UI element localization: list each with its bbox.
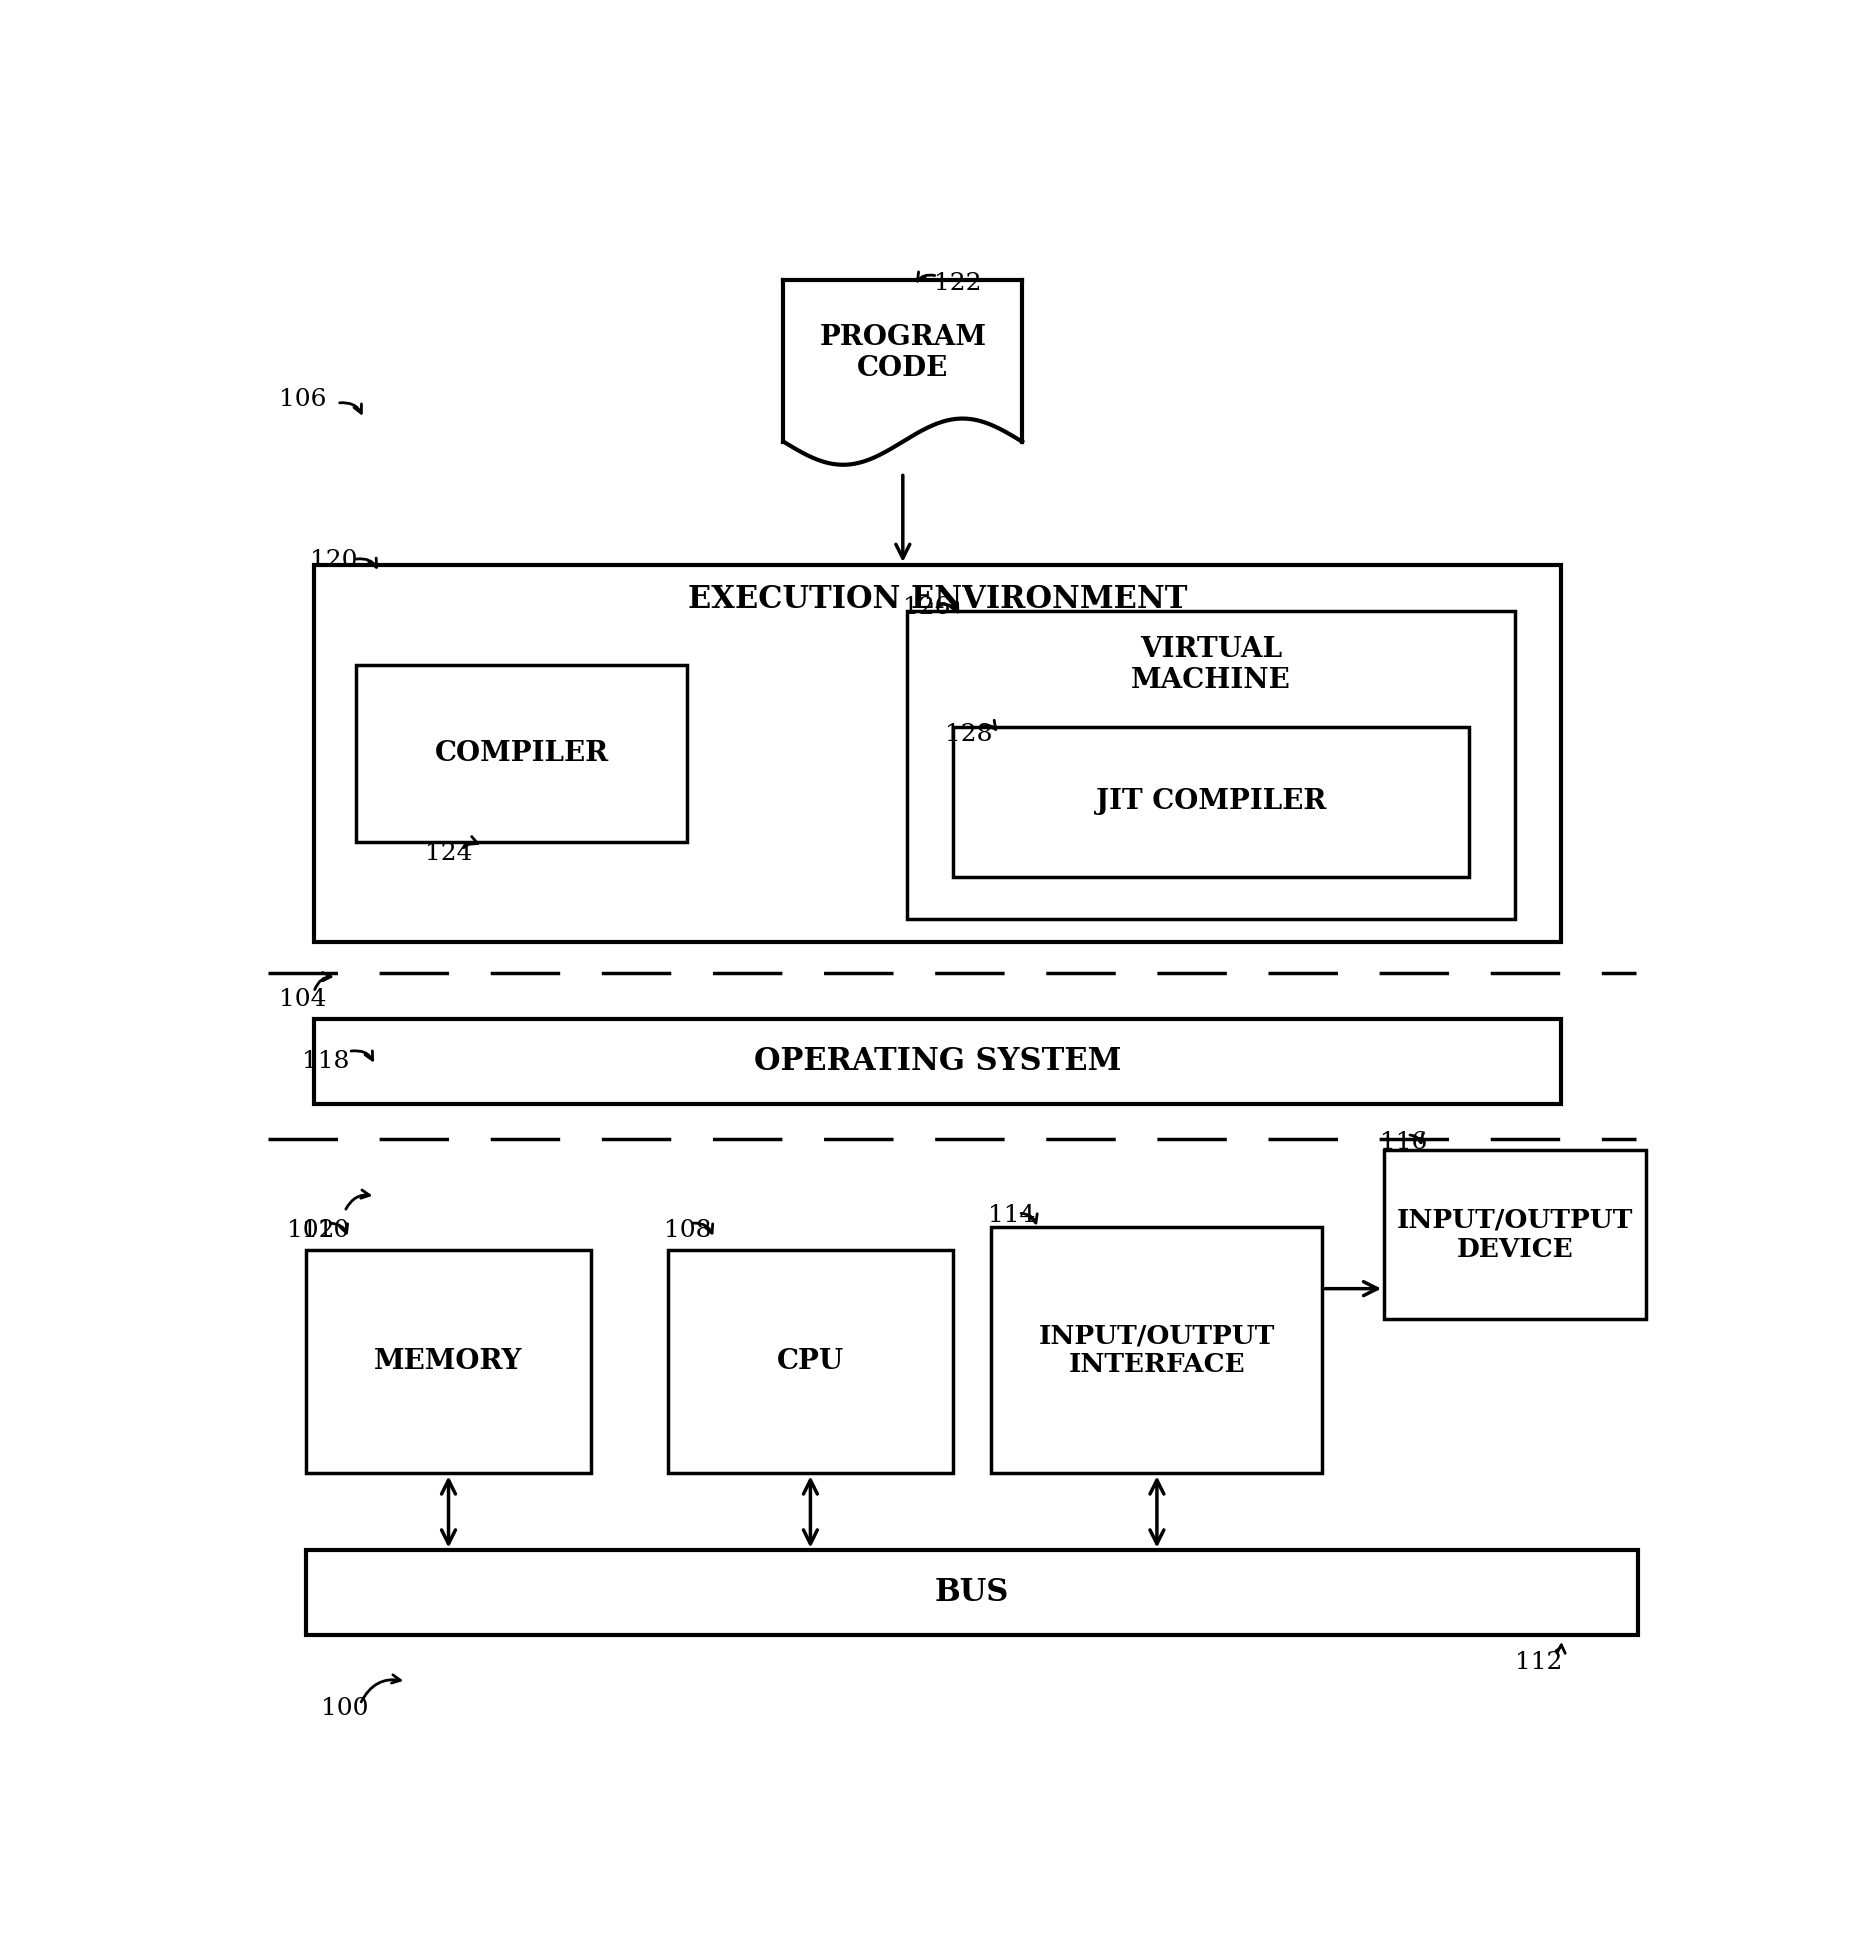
Text: 112: 112 (1515, 1650, 1562, 1673)
Bar (314, 1019, 1562, 1105)
Text: 102: 102 (286, 1219, 334, 1243)
Text: JIT COMPILER: JIT COMPILER (1096, 789, 1326, 814)
Bar (306, 1251, 591, 1473)
Text: CPU: CPU (776, 1348, 843, 1375)
Text: COMPILER: COMPILER (435, 740, 609, 768)
Text: 108: 108 (665, 1219, 711, 1243)
Text: 128: 128 (945, 723, 993, 746)
Bar (906, 612, 1515, 919)
Text: PROGRAM
CODE: PROGRAM CODE (819, 323, 986, 382)
Text: MEMORY: MEMORY (375, 1348, 522, 1375)
Text: INPUT/OUTPUT
INTERFACE: INPUT/OUTPUT INTERFACE (1038, 1323, 1276, 1377)
Text: 120: 120 (310, 549, 357, 573)
Text: 124: 124 (425, 842, 474, 865)
Text: 114: 114 (988, 1204, 1034, 1227)
Bar (357, 664, 687, 842)
Text: 116: 116 (1380, 1130, 1428, 1153)
Text: 104: 104 (279, 988, 327, 1011)
Text: EXECUTION ENVIRONMENT: EXECUTION ENVIRONMENT (687, 584, 1187, 616)
Text: 100: 100 (321, 1697, 370, 1720)
Text: INPUT/OUTPUT
DEVICE: INPUT/OUTPUT DEVICE (1396, 1208, 1632, 1262)
Text: OPERATING SYSTEM: OPERATING SYSTEM (754, 1046, 1122, 1077)
Text: 126: 126 (903, 596, 951, 619)
Text: 122: 122 (934, 273, 980, 296)
Text: 106: 106 (279, 388, 327, 411)
Bar (669, 1251, 953, 1473)
Text: BUS: BUS (934, 1578, 1010, 1609)
Bar (306, 1551, 1638, 1634)
Bar (953, 727, 1469, 877)
Text: 110: 110 (303, 1219, 349, 1243)
Text: VIRTUAL
MACHINE: VIRTUAL MACHINE (1131, 635, 1291, 693)
Bar (1383, 1149, 1645, 1319)
Bar (314, 565, 1562, 943)
Bar (992, 1227, 1322, 1473)
Text: 118: 118 (303, 1050, 349, 1073)
